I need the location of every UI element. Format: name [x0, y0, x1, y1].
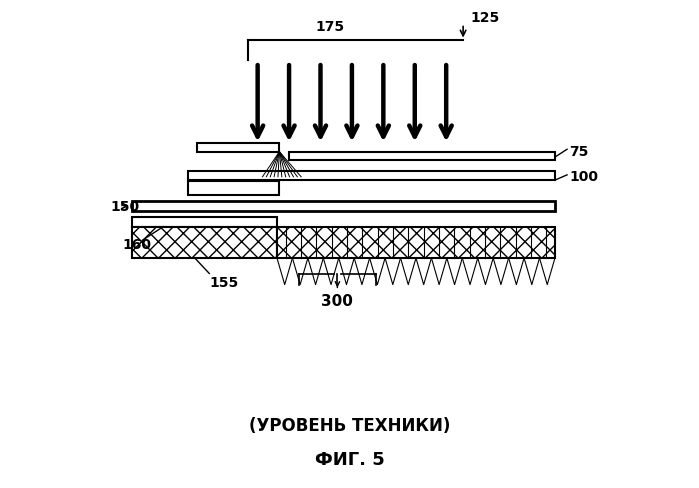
Bar: [197, 143, 280, 152]
Text: (УРОВЕНЬ ТЕХНИКИ): (УРОВЕНЬ ТЕХНИКИ): [249, 416, 450, 434]
Bar: [132, 202, 555, 211]
Bar: [132, 218, 277, 227]
Bar: [187, 181, 280, 196]
Text: 155: 155: [209, 275, 238, 289]
Bar: [132, 227, 277, 259]
Text: 150: 150: [110, 200, 139, 213]
Bar: [277, 227, 555, 259]
Text: 160: 160: [122, 238, 151, 252]
Bar: [289, 152, 555, 161]
Text: 125: 125: [470, 11, 500, 24]
Bar: [187, 172, 555, 180]
Text: 100: 100: [570, 169, 598, 183]
Text: 75: 75: [570, 144, 589, 158]
Text: ФИГ. 5: ФИГ. 5: [315, 450, 384, 468]
Text: 175: 175: [316, 20, 345, 34]
Text: 300: 300: [322, 294, 354, 309]
